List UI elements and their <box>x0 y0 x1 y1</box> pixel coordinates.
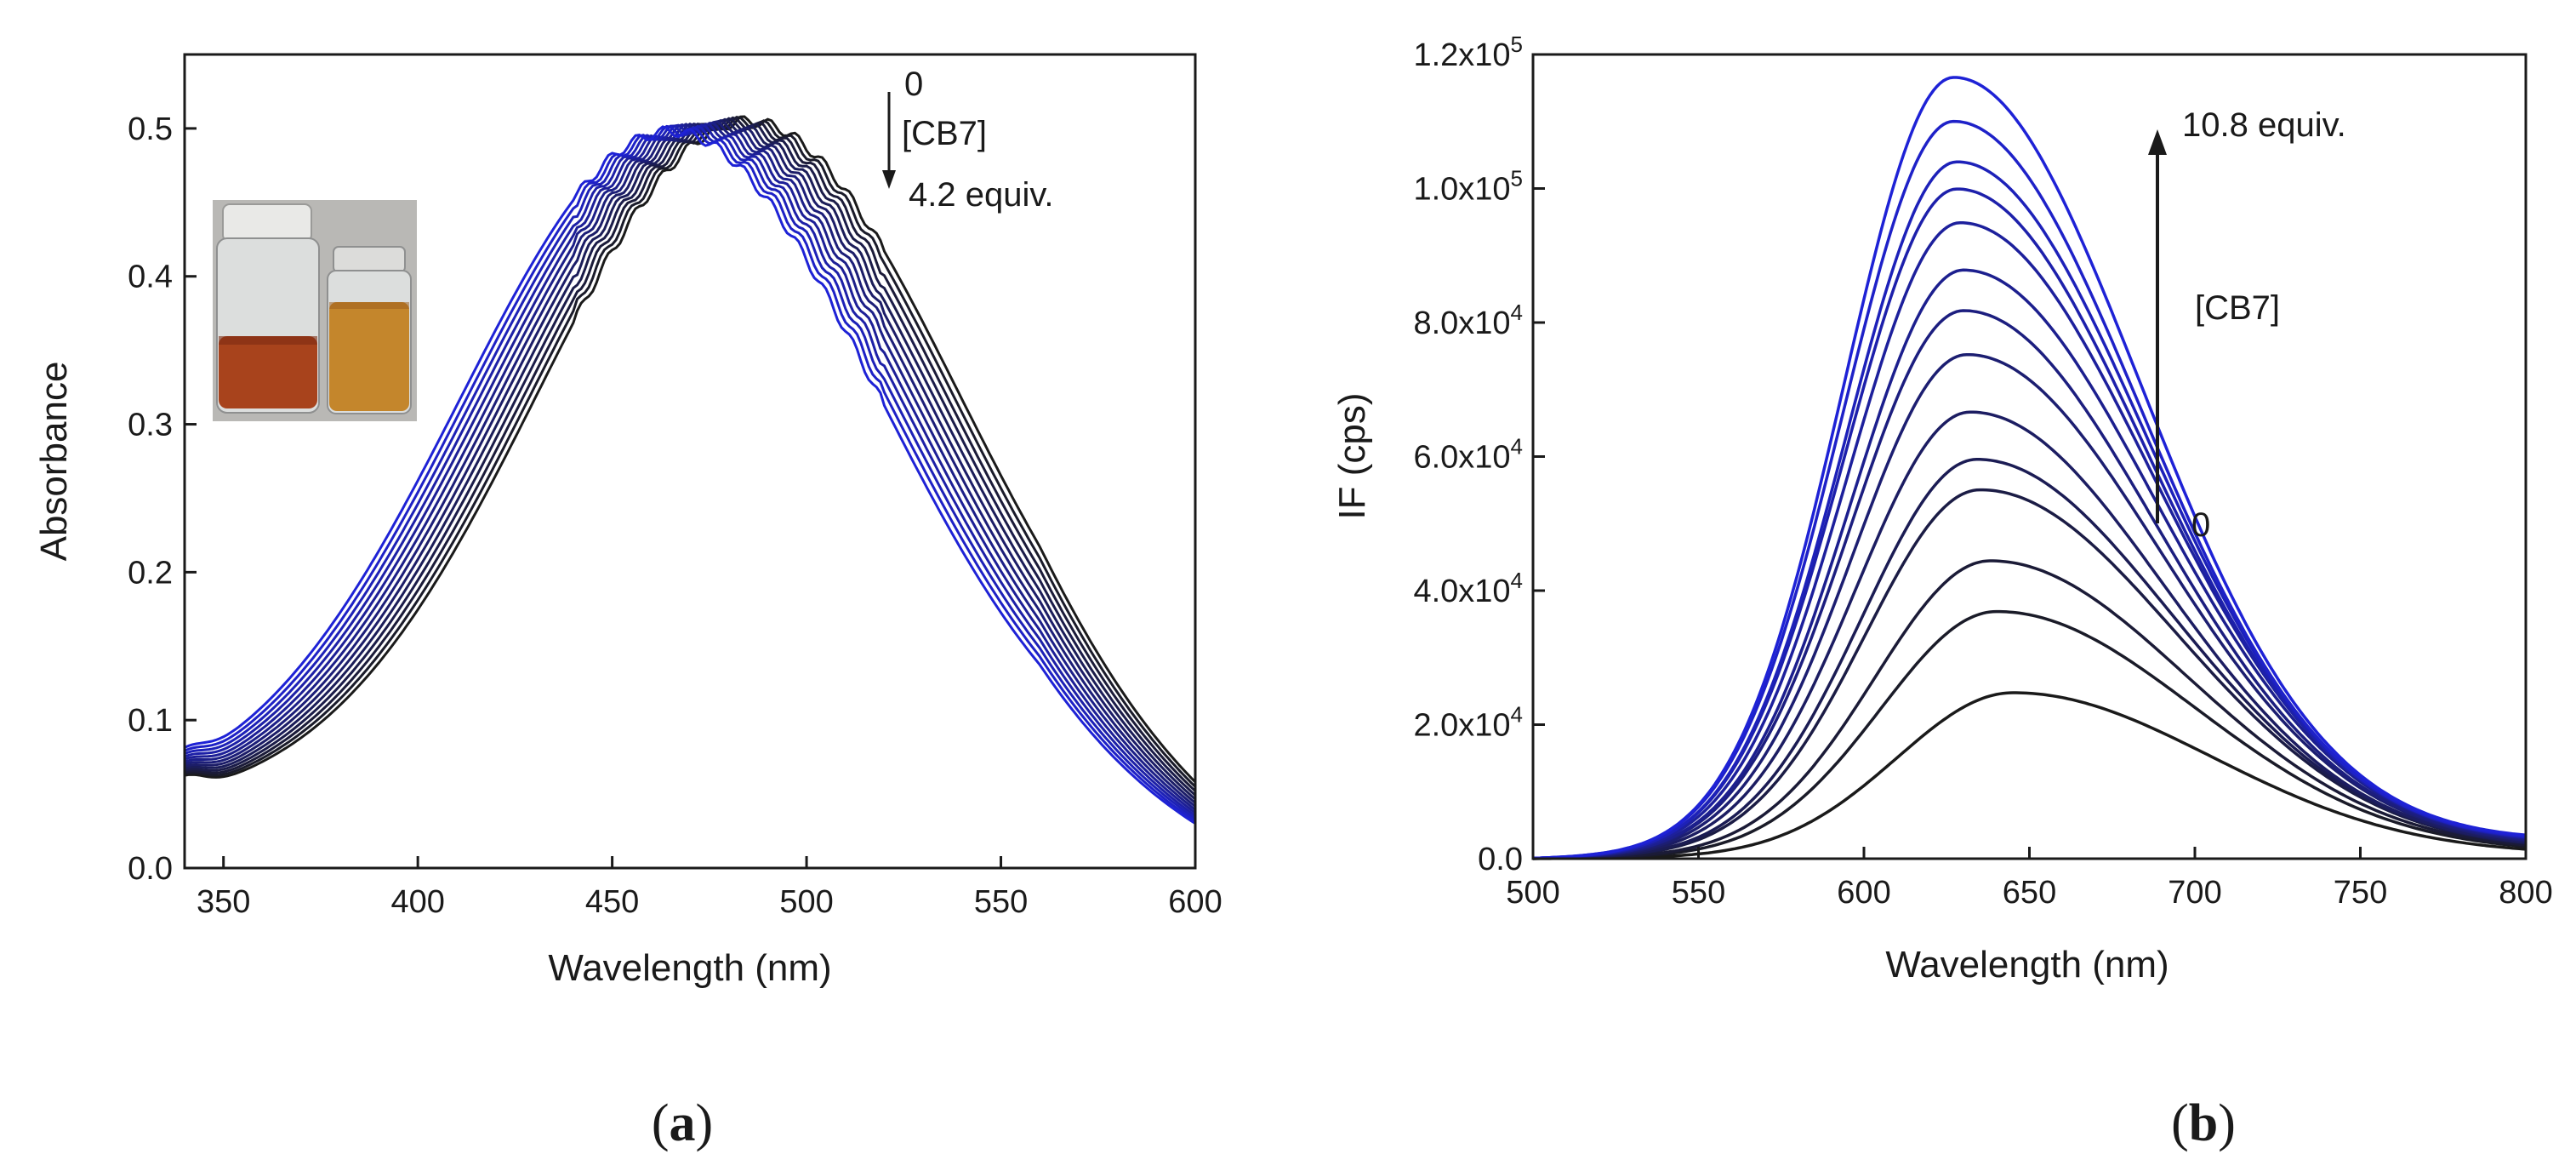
panel-b-up-arrow-icon <box>2148 129 2167 523</box>
panel-b-x-tick-label: 550 <box>1672 875 1725 911</box>
panel-b-annotation-end: 10.8 equiv. <box>2182 106 2346 144</box>
fluorescence-series-line <box>1532 559 2527 860</box>
absorbance-series-line <box>184 121 1196 811</box>
absorbance-series-group <box>184 115 1197 825</box>
panel-a-x-ticks: 350 400 450 500 550 600 <box>197 856 1222 920</box>
panel-b-y-tick-label: 1.2x105 <box>1413 31 1523 73</box>
absorbance-series-line <box>184 120 1196 808</box>
absorbance-series-line <box>184 125 1196 825</box>
panel-a-x-tick-label: 450 <box>585 884 639 920</box>
panel-b-annotation-start: 0 <box>2191 506 2210 544</box>
panel-b-x-tick-label: 700 <box>2168 875 2221 911</box>
fluorescence-series-line <box>1532 488 2527 860</box>
panel-b-y-tick-label: 8.0x104 <box>1413 300 1523 341</box>
panel-a-y-axis-title: Absorbance <box>33 362 75 562</box>
panel-a-x-tick-label: 500 <box>779 884 833 920</box>
panel-a-y-tick-label: 0.3 <box>128 408 173 443</box>
panel-b-x-tick-label: 800 <box>2499 875 2552 911</box>
absorbance-series-line <box>184 116 1197 792</box>
panel-b-x-tick-label: 650 <box>2003 875 2056 911</box>
fluorescence-series-line <box>1532 76 2527 860</box>
panel-b-y-tick-label: 0.0 <box>1478 842 1523 877</box>
panel-a-y-tick-label: 0.1 <box>128 703 173 739</box>
panel-a-annotation-reagent: [CB7] <box>902 115 987 152</box>
panel-a-x-tick-label: 350 <box>197 884 250 920</box>
panel-a-x-tick-label: 600 <box>1168 884 1222 920</box>
panel-b-y-ticks: 0.0 2.0x104 4.0x104 6.0x104 8.0x104 1.0x105 1.… <box>1413 31 1545 877</box>
fluorescence-series-line <box>1532 268 2527 860</box>
panel-b-x-tick-label: 600 <box>1837 875 1890 911</box>
panel-a-down-arrow-icon <box>882 92 896 189</box>
fluorescence-series-line <box>1532 458 2527 860</box>
panel-a-annotation-end: 4.2 equiv. <box>909 176 1054 214</box>
panel-b-y-tick-label: 1.0x105 <box>1413 166 1523 208</box>
panel-a-label: (a) <box>652 1094 713 1152</box>
panel-b-label: (b) <box>2171 1094 2236 1152</box>
panel-b-x-axis-title: Wavelength (nm) <box>1885 944 2169 985</box>
fluorescence-series-line <box>1532 410 2527 860</box>
panel-a-plot-frame <box>183 53 1197 870</box>
panel-b-y-tick-label: 6.0x104 <box>1413 434 1523 476</box>
panel-a-y-tick-label: 0.5 <box>128 111 173 147</box>
panel-a-y-ticks: 0.0 0.1 0.2 0.3 0.4 0.5 <box>128 111 197 887</box>
panel-b-x-ticks: 500 550 600 650 700 750 800 <box>1506 847 2553 911</box>
panel-b-x-tick-label: 750 <box>2334 875 2387 911</box>
panel-b-x-tick-label: 500 <box>1506 875 1559 911</box>
panel-a-annotation-start: 0 <box>904 66 923 103</box>
absorbance-series-line <box>184 124 1196 820</box>
panel-a-y-tick-label: 0.2 <box>128 555 173 591</box>
panel-b-y-tick-label: 4.0x104 <box>1413 568 1523 609</box>
panel-a-y-tick-label: 0.0 <box>128 851 173 887</box>
panel-a-x-tick-label: 400 <box>390 884 444 920</box>
panel-a-x-tick-label: 550 <box>974 884 1028 920</box>
panel-a: 350 400 450 500 550 600 0.00.10.20.30.40.5 0 … <box>33 53 1222 1152</box>
panel-a-y-tick-label: 0.4 <box>128 260 173 295</box>
absorbance-series-line <box>184 117 1197 797</box>
panel-b-annotation-reagent: [CB7] <box>2195 289 2280 327</box>
panel-b-y-tick-label: 2.0x104 <box>1413 702 1523 744</box>
fluorescence-series-line <box>1533 352 2527 860</box>
panel-a-x-axis-title: Wavelength (nm) <box>548 947 831 989</box>
panel-b-y-axis-title: IF (cps) <box>1331 392 1373 519</box>
vials-photo-icon <box>213 200 417 421</box>
panel-b: 500 550 600 650 700 750 800 0.0 2.0x104 4.0x104 6… <box>1331 31 2553 1152</box>
